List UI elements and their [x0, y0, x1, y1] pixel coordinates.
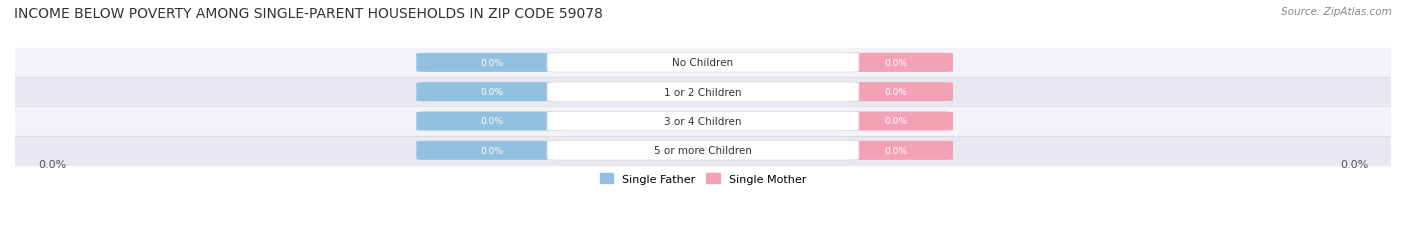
Text: 0.0%: 0.0%: [884, 146, 907, 155]
Legend: Single Father, Single Mother: Single Father, Single Mother: [596, 169, 810, 189]
FancyBboxPatch shape: [838, 141, 953, 160]
Bar: [15, 49, 1391, 78]
Text: 1 or 2 Children: 1 or 2 Children: [664, 87, 742, 97]
Text: INCOME BELOW POVERTY AMONG SINGLE-PARENT HOUSEHOLDS IN ZIP CODE 59078: INCOME BELOW POVERTY AMONG SINGLE-PARENT…: [14, 7, 603, 21]
FancyBboxPatch shape: [838, 112, 953, 131]
Text: No Children: No Children: [672, 58, 734, 68]
FancyBboxPatch shape: [547, 83, 859, 102]
Text: 0.0%: 0.0%: [481, 59, 503, 68]
FancyBboxPatch shape: [838, 54, 953, 73]
FancyBboxPatch shape: [547, 53, 859, 73]
Text: 5 or more Children: 5 or more Children: [654, 146, 752, 156]
FancyBboxPatch shape: [416, 112, 568, 131]
Text: 0.0%: 0.0%: [481, 117, 503, 126]
FancyBboxPatch shape: [416, 141, 568, 160]
Text: 0.0%: 0.0%: [884, 117, 907, 126]
Text: 3 or 4 Children: 3 or 4 Children: [664, 116, 742, 126]
Text: Source: ZipAtlas.com: Source: ZipAtlas.com: [1281, 7, 1392, 17]
Text: 0.0%: 0.0%: [481, 88, 503, 97]
Text: 0.0%: 0.0%: [481, 146, 503, 155]
FancyBboxPatch shape: [416, 54, 568, 73]
FancyBboxPatch shape: [416, 83, 568, 102]
Bar: [15, 107, 1391, 136]
FancyBboxPatch shape: [838, 83, 953, 102]
Text: 0.0%: 0.0%: [1340, 160, 1368, 170]
Bar: [15, 136, 1391, 165]
Text: 0.0%: 0.0%: [884, 59, 907, 68]
Text: 0.0%: 0.0%: [38, 160, 66, 170]
Text: 0.0%: 0.0%: [884, 88, 907, 97]
Bar: [15, 78, 1391, 107]
FancyBboxPatch shape: [547, 112, 859, 131]
FancyBboxPatch shape: [547, 141, 859, 160]
